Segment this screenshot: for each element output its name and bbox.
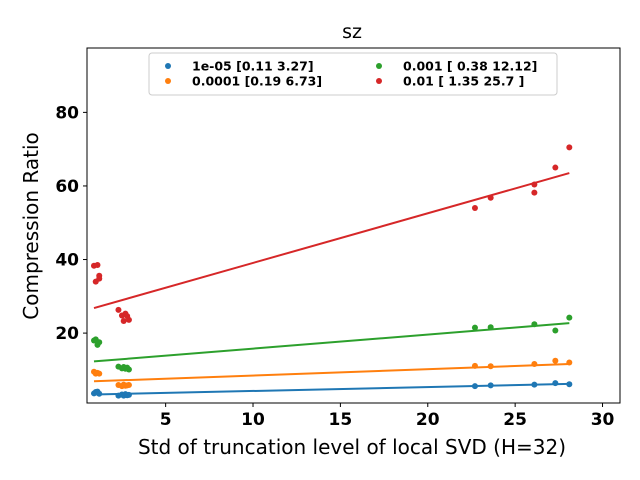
legend-marker — [376, 78, 382, 84]
fit-line — [93, 322, 570, 363]
y-tick-label: 60 — [55, 177, 79, 197]
data-point — [115, 306, 122, 313]
series-2 — [90, 314, 573, 373]
legend-entry-label: 1e-05 [0.11 3.27] — [192, 59, 314, 74]
y-axis-label: Compression Ratio — [19, 132, 43, 319]
chart-title: sz — [342, 21, 362, 43]
fit-line — [93, 172, 570, 310]
legend-entry-label: 0.0001 [0.19 6.73] — [192, 74, 322, 89]
legend-marker — [165, 78, 171, 84]
plot-frame — [86, 47, 621, 404]
data-point — [120, 317, 127, 324]
data-point — [566, 314, 573, 321]
legend-box — [148, 52, 558, 96]
data-point — [96, 370, 103, 377]
data-point — [96, 339, 103, 346]
data-point — [125, 381, 132, 388]
y-axis-ticks: 20 40 60 80 — [55, 103, 87, 344]
y-tick-label: 20 — [55, 324, 79, 344]
data-point — [94, 262, 101, 269]
data-point — [552, 380, 559, 387]
y-tick-label: 40 — [55, 251, 79, 271]
data-point — [471, 205, 478, 212]
data-point — [125, 316, 132, 323]
data-point — [566, 144, 573, 151]
y-tick-label: 80 — [55, 103, 79, 123]
data-point — [552, 327, 559, 334]
series-0 — [90, 380, 573, 399]
x-tick-label: 5 — [160, 410, 172, 430]
legend: 1e-05 [0.11 3.27]0.0001 [0.19 6.73] 0.001… — [148, 52, 558, 96]
legend-entry-label: 0.01 [ 1.35 25.7 ] — [403, 74, 524, 89]
legend-marker — [376, 63, 382, 69]
data-point — [96, 275, 103, 282]
data-point — [552, 357, 559, 364]
fit-line — [93, 363, 570, 383]
x-axis-ticks: 5 10 15 20 25 30 — [160, 403, 615, 430]
data-point — [531, 189, 538, 196]
x-axis-label: Std of truncation level of local SVD (H=… — [138, 435, 566, 459]
fit-line — [93, 382, 570, 396]
data-point — [552, 164, 559, 171]
x-tick-label: 20 — [416, 410, 440, 430]
x-tick-label: 30 — [591, 410, 615, 430]
data-point — [125, 366, 132, 373]
data-point — [471, 324, 478, 331]
x-tick-label: 15 — [329, 410, 353, 430]
plot-marks — [90, 144, 573, 399]
series-1 — [90, 357, 573, 390]
legend-entry-label: 0.001 [ 0.38 12.12] — [403, 59, 537, 74]
legend-marker — [165, 63, 171, 69]
series-3 — [90, 144, 573, 324]
x-tick-label: 10 — [241, 410, 265, 430]
x-tick-label: 25 — [503, 410, 527, 430]
